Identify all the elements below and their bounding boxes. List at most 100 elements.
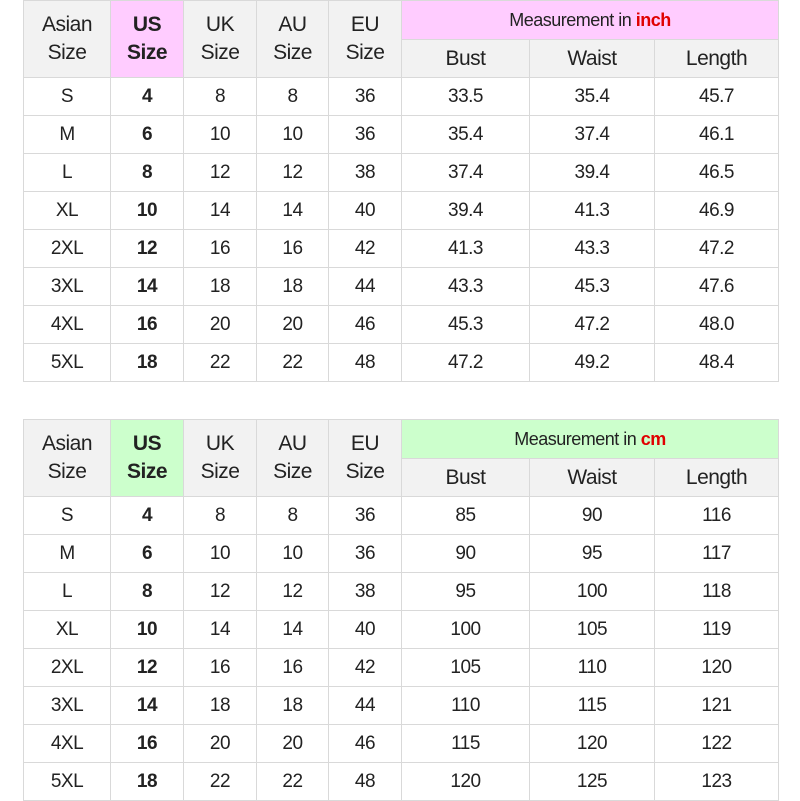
cell-waist: 100 — [529, 572, 655, 611]
cell-eu-size: 48 — [328, 762, 402, 801]
table-row: XL 10 14 14 40 100 105 119 — [23, 610, 780, 649]
header-row: Bust Waist Length — [24, 39, 780, 78]
cell-us-size: 14 — [110, 686, 184, 725]
cell-length: 45.7 — [653, 77, 780, 116]
cell-au-size: 10 — [256, 534, 329, 573]
cell-au-size: 20 — [256, 305, 329, 344]
cell-waist: 45.3 — [529, 267, 655, 306]
cell-asian-size: L — [23, 572, 111, 611]
header-bust: Bust — [401, 39, 530, 78]
cell-uk-size: 20 — [183, 305, 257, 344]
cell-uk-size: 18 — [183, 686, 257, 725]
cell-eu-size: 38 — [328, 153, 402, 192]
measurement-label: Measurement in — [514, 428, 637, 449]
cell-bust: 39.4 — [401, 191, 530, 230]
cell-asian-size: 5XL — [23, 762, 111, 801]
cell-au-size: 22 — [256, 762, 329, 801]
cell-eu-size: 44 — [328, 686, 402, 725]
header-eu-size: EU Size — [328, 419, 402, 497]
cell-au-size: 8 — [256, 77, 329, 116]
table-row: L 8 12 12 38 37.4 39.4 46.5 — [23, 153, 780, 192]
table-row: M 6 10 10 36 35.4 37.4 46.1 — [23, 115, 780, 154]
cell-uk-size: 12 — [183, 572, 257, 611]
header-us-size: US Size — [110, 0, 184, 78]
cell-us-size: 16 — [110, 305, 184, 344]
cell-waist: 41.3 — [529, 191, 655, 230]
cell-au-size: 14 — [256, 610, 329, 649]
cell-eu-size: 38 — [328, 572, 402, 611]
table-row: 5XL 18 22 22 48 120 125 123 — [23, 762, 780, 801]
cell-eu-size: 36 — [328, 77, 402, 116]
header-asian-size: Asian Size — [23, 0, 111, 78]
cell-length: 48.4 — [653, 343, 780, 382]
cell-length: 122 — [653, 724, 780, 763]
cell-length: 116 — [653, 496, 780, 535]
cell-uk-size: 8 — [183, 77, 257, 116]
cell-au-size: 16 — [256, 229, 329, 268]
cell-waist: 125 — [529, 762, 655, 801]
cell-bust: 120 — [401, 762, 530, 801]
cell-length: 120 — [653, 648, 780, 687]
cell-au-size: 8 — [256, 496, 329, 535]
cell-au-size: 10 — [256, 115, 329, 154]
cell-uk-size: 16 — [183, 648, 257, 687]
cell-us-size: 16 — [110, 724, 184, 763]
cell-eu-size: 40 — [328, 610, 402, 649]
cell-au-size: 16 — [256, 648, 329, 687]
cell-us-size: 4 — [110, 496, 184, 535]
cell-asian-size: 4XL — [23, 305, 111, 344]
cell-bust: 45.3 — [401, 305, 530, 344]
table-row: S 4 8 8 36 33.5 35.4 45.7 — [23, 77, 780, 116]
cell-eu-size: 42 — [328, 648, 402, 687]
table-row: M 6 10 10 36 90 95 117 — [23, 534, 780, 573]
table-row: 2XL 12 16 16 42 105 110 120 — [23, 648, 780, 687]
cell-asian-size: S — [23, 496, 111, 535]
header-uk-size: UK Size — [183, 0, 257, 78]
table-row: 5XL 18 22 22 48 47.2 49.2 48.4 — [23, 343, 780, 382]
measurement-unit: inch — [635, 9, 672, 30]
cell-asian-size: L — [23, 153, 111, 192]
cell-bust: 115 — [401, 724, 530, 763]
header-row: Bust Waist Length — [24, 458, 780, 497]
cell-waist: 43.3 — [529, 229, 655, 268]
cell-length: 123 — [653, 762, 780, 801]
cell-eu-size: 48 — [328, 343, 402, 382]
cell-us-size: 8 — [110, 572, 184, 611]
header-uk-size: UK Size — [183, 419, 257, 497]
header-au-size: AU Size — [256, 0, 329, 78]
cell-us-size: 4 — [110, 77, 184, 116]
cell-us-size: 8 — [110, 153, 184, 192]
cell-length: 47.6 — [653, 267, 780, 306]
cell-bust: 33.5 — [401, 77, 530, 116]
cell-asian-size: M — [23, 115, 111, 154]
table-row: S 4 8 8 36 85 90 116 — [23, 496, 780, 535]
cell-bust: 41.3 — [401, 229, 530, 268]
cell-asian-size: XL — [23, 610, 111, 649]
header-row: Asian Size US Size UK Size AU Size EU Size Me… — [23, 419, 780, 497]
cell-uk-size: 10 — [183, 115, 257, 154]
cell-asian-size: XL — [23, 191, 111, 230]
cell-asian-size: S — [23, 77, 111, 116]
cell-us-size: 12 — [110, 648, 184, 687]
cell-us-size: 18 — [110, 762, 184, 801]
measurement-label: Measurement in — [509, 9, 632, 30]
cell-waist: 39.4 — [529, 153, 655, 192]
cell-length: 46.9 — [653, 191, 780, 230]
header-waist: Waist — [529, 39, 655, 78]
cell-asian-size: 3XL — [23, 267, 111, 306]
header-bust: Bust — [401, 458, 530, 497]
cell-bust: 95 — [401, 572, 530, 611]
cell-au-size: 18 — [256, 267, 329, 306]
header-au-size: AU Size — [256, 419, 329, 497]
header-measurement: Measurement in inch — [400, 0, 780, 40]
header-row: Asian Size US Size UK Size AU Size EU Size Me… — [23, 0, 780, 78]
cell-bust: 43.3 — [401, 267, 530, 306]
cell-length: 46.1 — [653, 115, 780, 154]
cell-length: 121 — [653, 686, 780, 725]
cell-waist: 110 — [529, 648, 655, 687]
cell-waist: 95 — [529, 534, 655, 573]
header-waist: Waist — [529, 458, 655, 497]
cell-us-size: 6 — [110, 115, 184, 154]
cell-us-size: 14 — [110, 267, 184, 306]
cell-uk-size: 22 — [183, 762, 257, 801]
